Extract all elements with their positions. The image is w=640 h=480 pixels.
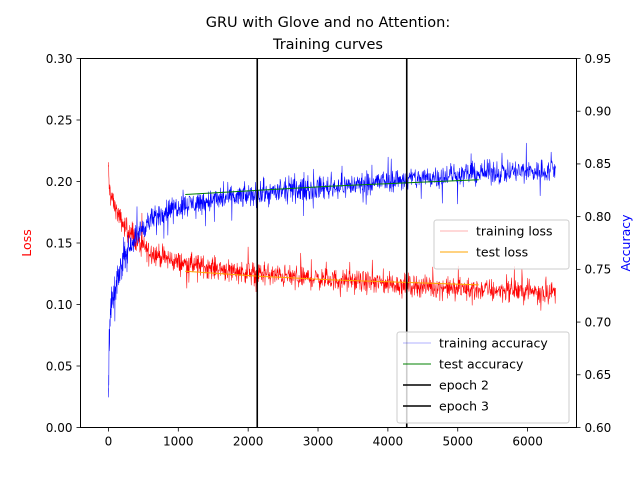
y-left-tick-label: 0.20	[46, 175, 73, 189]
y-left-tick-label: 0.10	[46, 298, 73, 312]
y-right-tick-label: 0.90	[585, 105, 612, 119]
y-axis-right-label: Accuracy	[618, 214, 633, 272]
y-left-tick-label: 0.15	[46, 236, 73, 250]
test-accuracy-series-line	[185, 179, 479, 195]
x-tick-label: 3000	[303, 435, 334, 449]
y-right-tick-label: 0.75	[585, 263, 612, 277]
training-loss-legend-label: training loss	[476, 224, 553, 239]
y-left-tick-label: 0.00	[46, 421, 73, 435]
x-tick-label: 6000	[512, 435, 543, 449]
chart-title-line2: Training curves	[272, 37, 383, 53]
legend-upper: training loss test loss	[433, 219, 570, 270]
epoch-2-legend-label: epoch 2	[439, 378, 489, 393]
legend-lower: training accuracy test accuracy epoch 2 epo…	[396, 331, 570, 424]
training-accuracy-series-line	[108, 142, 556, 398]
y-left-tick-label: 0.25	[46, 113, 73, 127]
y-right-tick-label: 0.80	[585, 210, 612, 224]
axis-ticks-layer: 0 1000 2000 3000 4000 5000 6000 0.00 0.05 0.10 0.1…	[46, 52, 611, 449]
x-tick-label: 1000	[163, 435, 194, 449]
training-accuracy-legend-label: training accuracy	[439, 336, 548, 351]
test-loss-series-line	[185, 270, 479, 286]
y-right-tick-label: 0.65	[585, 368, 612, 382]
training-loss-series-line	[108, 162, 556, 311]
epoch-3-legend-label: epoch 3	[439, 399, 489, 414]
y-right-tick-label: 0.95	[585, 52, 612, 66]
legend-lower-box	[396, 331, 570, 424]
x-tick-label: 4000	[373, 435, 404, 449]
legend-upper-box	[433, 219, 570, 270]
plot-frame	[80, 58, 577, 428]
y-left-tick-label: 0.30	[46, 52, 73, 66]
test-loss-legend-label: test loss	[476, 245, 528, 260]
y-left-tick-label: 0.05	[46, 359, 73, 373]
x-tick-label: 0	[105, 435, 113, 449]
test-accuracy-legend-label: test accuracy	[439, 357, 524, 372]
x-tick-label: 2000	[233, 435, 264, 449]
chart-title-line1: GRU with Glove and no Attention:	[206, 15, 451, 31]
y-right-tick-label: 0.70	[585, 315, 612, 329]
y-right-tick-label: 0.85	[585, 157, 612, 171]
y-axis-left-label: Loss	[19, 229, 34, 256]
x-tick-label: 5000	[442, 435, 473, 449]
y-right-tick-label: 0.60	[585, 421, 612, 435]
